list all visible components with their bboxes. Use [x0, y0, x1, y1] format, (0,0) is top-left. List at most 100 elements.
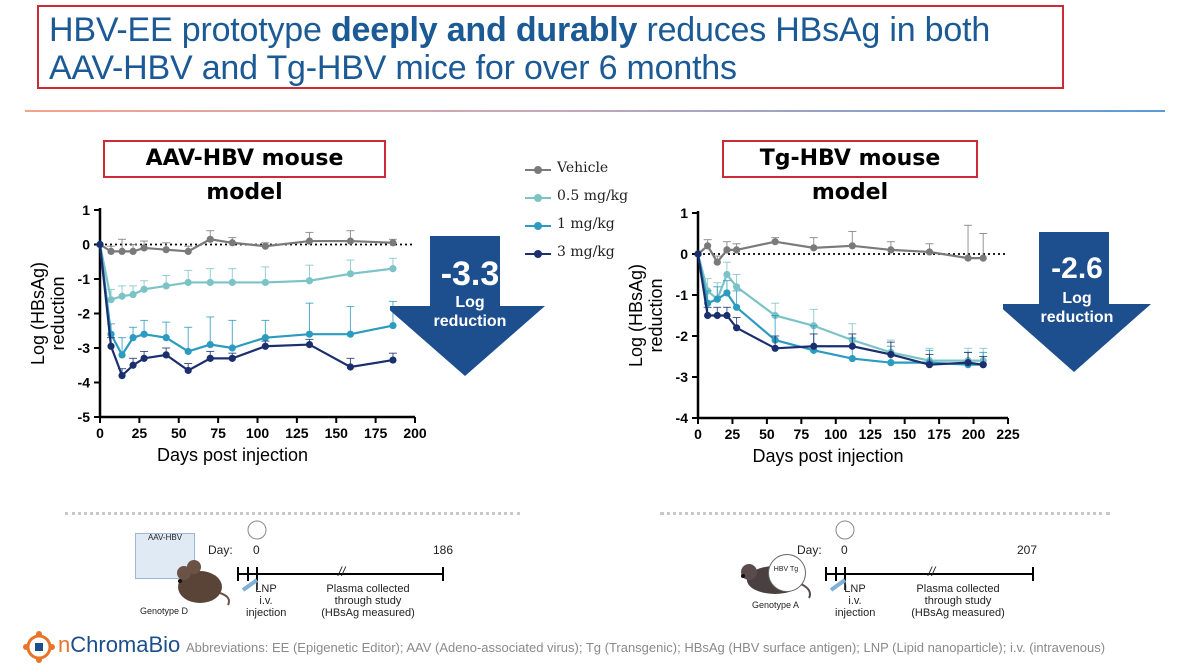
data-point-3-mg-kg	[925, 361, 934, 369]
legend-marker-vehicle	[525, 166, 551, 174]
data-point-0-5-mg-kg	[723, 270, 731, 279]
data-point-3-mg-kg	[713, 311, 721, 320]
data-point-vehicle	[107, 247, 115, 255]
right-callout-arrow	[1003, 232, 1151, 372]
x-tick-label: 200	[403, 425, 427, 441]
data-point-vehicle	[162, 246, 170, 254]
y-tick-label: 1	[82, 202, 90, 218]
series-line-1-mg-kg	[696, 253, 984, 366]
x-tick-label: 25	[725, 426, 741, 442]
y-axis-label-line-2: reduction	[48, 276, 68, 350]
data-point-0-5-mg-kg	[346, 270, 355, 278]
y-tick-label: -2	[78, 306, 91, 322]
data-point-3-mg-kg	[228, 354, 236, 362]
data-point-3-mg-kg	[118, 372, 126, 380]
x-tick-label: 100	[246, 425, 270, 441]
x-tick-label: 200	[962, 426, 986, 442]
data-point-0-5-mg-kg	[140, 285, 148, 293]
data-point-3-mg-kg	[184, 366, 192, 375]
right-timeline-svg	[825, 520, 1034, 592]
data-point-0-5-mg-kg	[107, 296, 115, 304]
series-line-1-mg-kg	[98, 244, 394, 358]
right-construct-circle	[768, 554, 806, 592]
data-point-vehicle	[713, 258, 721, 266]
right-day-start: 0	[841, 543, 848, 557]
x-tick-label: 175	[927, 426, 951, 442]
left-dotted-separator	[65, 512, 520, 515]
legend-marker-1	[525, 222, 551, 230]
data-point-3-mg-kg	[887, 350, 895, 359]
data-point-1-mg-kg	[162, 334, 170, 342]
data-point-1-mg-kg	[723, 289, 731, 297]
data-point-vehicle	[129, 247, 137, 255]
x-tick-label: 150	[893, 426, 917, 442]
series-3-mg-kg	[96, 240, 397, 380]
x-tick-label: 100	[824, 426, 848, 442]
left-lnp-2: i.v.	[259, 595, 273, 607]
data-point-1-mg-kg	[129, 334, 137, 342]
left-plasma-2: through study	[334, 595, 402, 607]
data-point-1-mg-kg	[228, 344, 236, 352]
right-lnp-1: LNP	[844, 583, 866, 595]
series-line-vehicle	[697, 240, 984, 265]
right-genotype-label: Genotype A	[752, 600, 800, 610]
left-mouse-icon	[177, 560, 230, 606]
data-point-3-mg-kg	[129, 361, 137, 369]
title-line-2: AAV-HBV and Tg-HBV mice for over 6 month…	[49, 49, 737, 87]
data-point-1-mg-kg	[261, 334, 269, 342]
data-point-0-5-mg-kg	[305, 277, 314, 285]
data-point-1-mg-kg	[118, 351, 126, 359]
data-point-0-5-mg-kg	[389, 265, 397, 273]
y-axis-label: Log (HBsAg)reduction	[626, 264, 666, 367]
data-point-3-mg-kg	[723, 311, 731, 320]
aav-hbv-chart: 1 0 -1 -2 -3 -4 -5 0 25 50 75 100 125 150 175 200 Days p…	[28, 202, 427, 465]
x-tick-label: 175	[364, 425, 388, 441]
right-callout-text2: reduction	[1040, 309, 1114, 326]
right-construct-label: HBV Tg	[773, 566, 799, 573]
data-point-3-mg-kg	[206, 354, 214, 362]
title-line-1-post: reduces HBsAg in both	[637, 11, 991, 49]
data-point-0-5-mg-kg	[228, 278, 236, 287]
right-plasma-1: Plasma collected	[916, 583, 1000, 595]
right-dotted-separator	[660, 512, 1110, 515]
series-3-mg-kg	[694, 250, 988, 369]
left-plasma-1: Plasma collected	[326, 583, 410, 595]
y-axis-label-line-2: reduction	[646, 278, 666, 352]
title-line-1-bold: deeply and durably	[330, 11, 638, 49]
left-callout-shape	[390, 236, 545, 376]
left-callout-text1: Log	[455, 294, 485, 311]
left-construct-label: AAV-HBV	[147, 533, 183, 542]
left-genotype-label: Genotype D	[140, 606, 189, 616]
data-point-3-mg-kg	[140, 354, 148, 362]
x-tick-label: 50	[171, 425, 187, 441]
data-point-vehicle	[118, 247, 126, 255]
data-point-vehicle	[184, 247, 192, 255]
x-tick-label: 125	[285, 425, 309, 441]
legend-marker-3	[525, 250, 551, 258]
data-point-vehicle	[140, 244, 148, 252]
data-point-3-mg-kg	[694, 250, 702, 258]
series-1-mg-kg	[96, 240, 397, 359]
aav-construct-hexagon	[135, 533, 195, 579]
series-vehicle	[96, 230, 397, 255]
right-callout-text1: Log	[1062, 290, 1092, 307]
data-point-vehicle	[206, 235, 214, 243]
data-point-vehicle	[848, 242, 856, 250]
legend-label-3: 3 mg/kg	[557, 244, 615, 260]
data-point-1-mg-kg	[305, 330, 314, 338]
series-line-3-mg-kg	[696, 253, 984, 366]
data-point-vehicle	[964, 254, 972, 262]
data-point-vehicle	[723, 246, 731, 254]
data-point-0-5-mg-kg	[184, 278, 192, 287]
legend-marker-05	[525, 194, 551, 202]
y-tick-label: -2	[676, 328, 689, 344]
title-divider	[25, 110, 1165, 112]
series-vehicle	[694, 224, 988, 266]
y-tick-label: -5	[78, 409, 91, 425]
data-point-0-5-mg-kg	[206, 278, 214, 287]
data-point-vehicle	[305, 237, 314, 245]
left-callout-value: -3.3	[440, 255, 500, 293]
data-point-3-mg-kg	[732, 324, 741, 332]
data-point-1-mg-kg	[732, 303, 741, 311]
x-tick-label: 125	[859, 426, 883, 442]
